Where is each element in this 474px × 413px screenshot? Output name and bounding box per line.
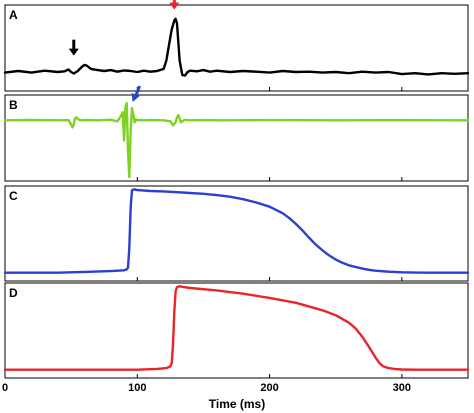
panel-a-arrow-1 (68, 39, 79, 56)
panel-c-trace (3, 188, 470, 274)
x-tick-label-2: 200 (260, 382, 278, 394)
panel-a-arrow-2 (169, 0, 180, 10)
panel-a-label: A (9, 8, 18, 22)
panel-a: A (3, 0, 470, 92)
x-tick-label-3: 300 (393, 382, 411, 394)
panel-b: B (3, 85, 470, 182)
x-axis-label: Time (ms) (209, 397, 265, 411)
panel-c-label: C (9, 189, 18, 203)
panel-d-frame (4, 282, 469, 379)
panel-b-trace (3, 101, 470, 179)
x-tick-label-0: 0 (2, 382, 8, 394)
panel-b-frame (4, 94, 469, 182)
panel-b-label: B (9, 98, 18, 112)
panel-c: C (3, 185, 470, 282)
time-axis: 0 100 200 300 (2, 382, 411, 394)
panel-d-trace (3, 285, 470, 371)
panel-a-trace (3, 17, 470, 77)
panel-b-arrow-1 (131, 85, 142, 103)
panels-layer: A B C D (3, 0, 470, 379)
panel-d-label: D (9, 286, 18, 300)
x-tick-label-1: 100 (128, 382, 146, 394)
panel-c-frame (4, 185, 469, 282)
panel-d: D (3, 282, 470, 379)
panel-a-frame (4, 4, 469, 92)
